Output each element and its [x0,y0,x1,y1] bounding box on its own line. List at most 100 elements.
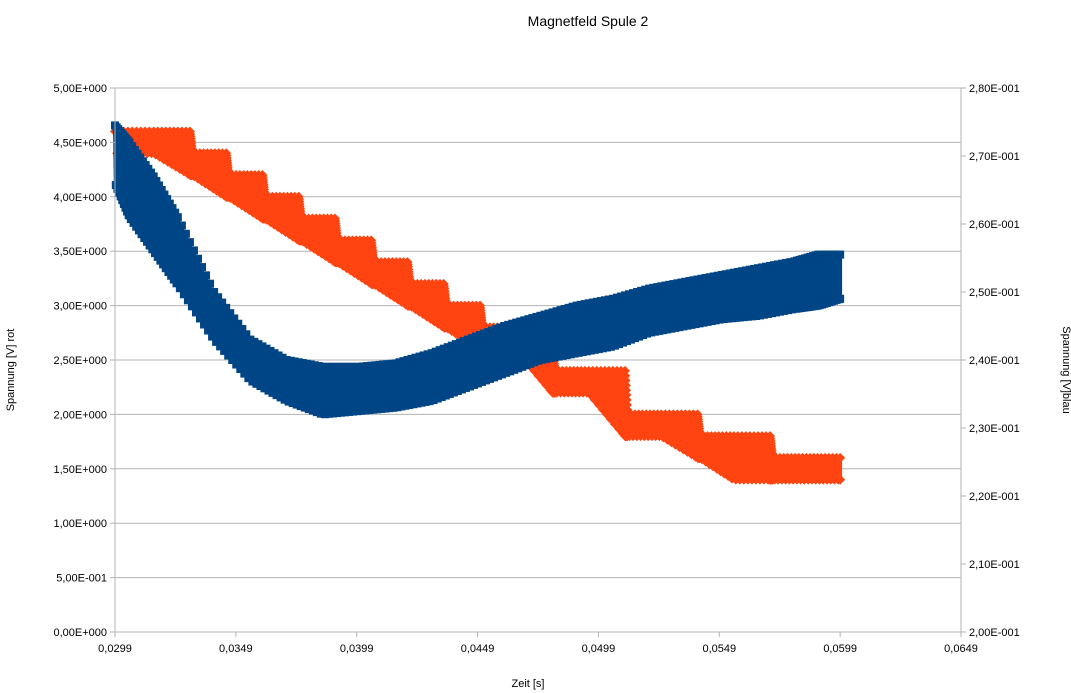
data-point [701,274,710,283]
y-left-tick-label: 5,00E+000 [53,83,107,95]
data-point [528,314,537,323]
data-point [494,371,503,380]
data-point [566,350,575,359]
y-left-tick-label: 4,50E+000 [53,137,107,149]
data-point [643,329,652,338]
x-tick-label: 0,0599 [823,643,857,655]
y-right-tick-label: 2,10E-001 [969,559,1020,571]
x-tick-label: 0,0449 [461,643,495,655]
data-point [389,403,398,412]
data-point [415,352,424,361]
y-right-tick-label: 2,30E-001 [969,423,1020,435]
data-point [238,325,247,334]
data-point [187,302,196,311]
y-axis-left-label: Spannung [V] rot [5,329,17,412]
data-point [671,323,680,332]
data-point [480,329,489,338]
x-axis-label: Zeit [s] [511,678,544,690]
data-point [766,261,775,270]
data-point [328,409,337,418]
data-point [363,362,372,371]
data-point [318,362,327,371]
y-right-tick-label: 2,40E-001 [969,355,1020,367]
data-point [478,377,487,386]
data-point [152,176,161,185]
data-point [580,300,589,309]
data-point [739,313,748,322]
data-point [552,307,561,316]
data-point [401,401,410,410]
data-point [393,403,402,412]
data-point [548,308,557,317]
data-point [502,368,511,377]
data-point [727,314,736,323]
data-point [216,342,225,351]
y-left-tick-label: 1,50E+000 [53,464,107,476]
data-point [391,359,400,368]
data-point [282,356,291,364]
data-point [439,344,448,353]
data-point [751,311,760,320]
data-point [540,310,549,319]
data-point [784,306,793,315]
y-right-tick-label: 2,70E-001 [969,151,1020,163]
data-point [260,384,269,393]
data-point [782,258,791,267]
data-point [506,367,515,376]
data-point [365,406,374,415]
data-point [715,315,724,324]
data-point [653,283,662,292]
data-point [173,213,182,222]
data-point [705,273,714,282]
x-tick-label: 0,0549 [702,643,736,655]
data-point [375,360,384,369]
data-point [314,362,323,371]
data-point [453,386,462,395]
data-point [202,271,211,280]
data-point [264,386,273,395]
data-point [367,361,376,370]
data-point [433,394,442,403]
data-point [347,362,356,371]
data-point [627,335,636,344]
data-point [240,369,249,378]
data-point [721,270,730,279]
data-point [500,322,509,330]
data-point [524,315,533,324]
data-point [431,347,440,356]
data-point [673,279,682,288]
x-tick-label: 0,0499 [582,643,616,655]
data-point [226,309,235,318]
data-point [689,276,698,285]
data-point [383,360,392,369]
data-point [693,275,702,284]
data-point [371,361,380,370]
data-point [534,356,543,365]
data-point [568,302,577,311]
data-point [550,353,559,362]
data-point [536,311,545,320]
data-point [614,340,623,349]
data-point [558,351,567,360]
data-point [762,262,771,271]
y-left-tick-label: 5,00E-001 [56,573,107,585]
data-point [250,337,259,346]
data-point [637,286,646,295]
data-point [755,311,764,320]
data-point [357,406,366,415]
data-point [691,320,700,329]
data-point [300,403,309,412]
data-point [177,221,186,230]
data-point [596,297,605,306]
data-point [355,362,364,371]
data-point [294,358,303,367]
data-point [443,343,452,352]
chart-title: Magnetfeld Spule 2 [528,13,649,29]
data-point [488,326,497,335]
data-point [189,246,198,255]
data-point [723,314,732,323]
data-point [206,279,215,288]
data-point [743,312,752,321]
axes: 0,00E+000 5,00E-001 1,00E+000 1,50E+000 2,00… [53,83,1019,655]
data-point [512,318,521,327]
